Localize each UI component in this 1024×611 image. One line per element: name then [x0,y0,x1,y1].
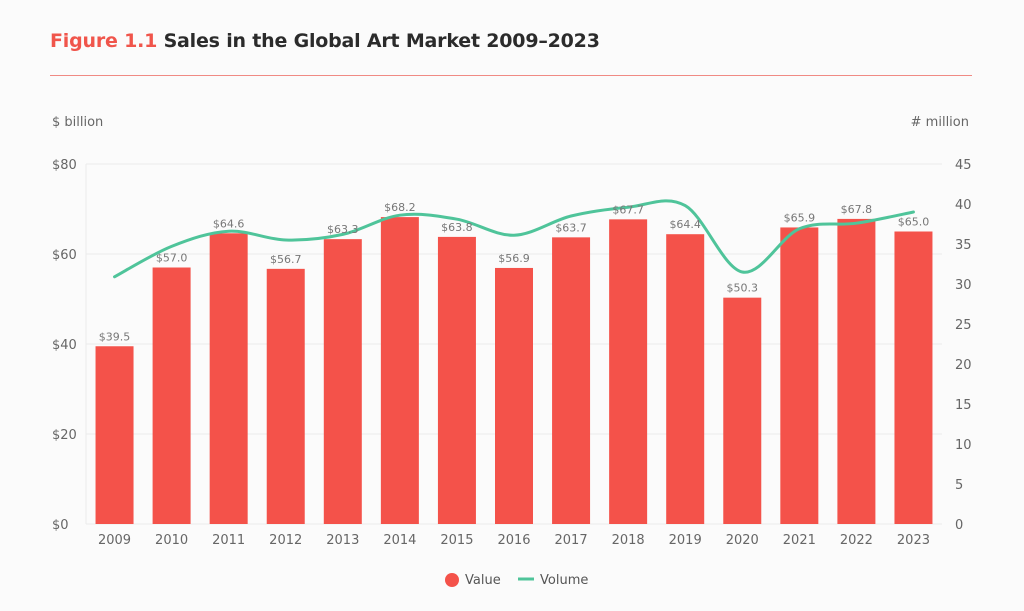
value-data-label: $67.8 [841,203,873,216]
value-data-label: $39.5 [99,330,131,343]
volume-line [113,199,915,279]
y-right-tick-label: 40 [955,198,972,213]
x-tick-label: 2017 [555,533,588,548]
y-right-tick-label: 10 [955,438,972,453]
value-bar [837,218,876,524]
value-data-label: $63.8 [441,221,473,234]
value-bar [894,231,933,524]
value-data-label: $63.7 [555,221,587,234]
value-bar [437,236,476,524]
y-right-tick-label: 45 [955,158,972,173]
value-bar [609,219,648,524]
legend-value-label: Value [465,573,501,588]
x-tick-label: 2019 [669,533,702,548]
x-tick-label: 2016 [497,533,530,548]
legend: Value Volume [445,573,588,588]
value-bar [380,217,419,524]
value-data-label: $63.3 [327,223,359,236]
value-bar [95,346,134,524]
y-right-tick-label: 15 [955,398,972,413]
value-data-label: $65.0 [898,216,930,229]
value-data-label: $64.6 [213,217,245,230]
x-tick-label: 2012 [269,533,302,548]
y-right-tick-label: 0 [955,518,963,533]
volume-line-layer [113,199,915,279]
value-bar [666,234,705,524]
value-data-labels: $39.5 $57.0 $64.6 $56.7 $63.3 $68.2 $63.8 $56.9… [99,201,929,343]
y-left-axis-ticks: $0 $20 $40 $60 $80 [52,158,77,533]
value-bars [95,217,933,525]
value-bar [266,268,305,524]
figure-header: Figure 1.1 Sales in the Global Art Marke… [50,30,600,52]
value-data-label: $65.9 [784,211,816,224]
x-tick-label: 2011 [212,533,245,548]
value-bar [723,297,762,524]
x-tick-label: 2018 [612,533,645,548]
value-bar [552,237,591,524]
value-data-label: $56.7 [270,253,302,266]
value-data-label: $50.3 [727,282,759,295]
y-left-tick-label: $0 [52,518,69,533]
value-bar [780,227,819,524]
value-data-label: $67.7 [612,203,644,216]
value-data-label: $68.2 [384,201,416,214]
figure-title: Sales in the Global Art Market 2009–2023 [163,30,600,52]
y-left-tick-label: $80 [52,158,77,173]
x-tick-label: 2020 [726,533,759,548]
x-tick-label: 2023 [897,533,930,548]
y-right-tick-label: 5 [955,478,963,493]
x-tick-label: 2021 [783,533,816,548]
x-tick-label: 2010 [155,533,188,548]
x-tick-label: 2014 [383,533,416,548]
figure-label: Figure 1.1 [50,30,158,52]
y-right-tick-label: 20 [955,358,972,373]
legend-value-marker [445,573,459,587]
y-left-axis-label: $ billion [52,115,103,130]
value-bar [209,233,248,525]
y-left-tick-label: $60 [52,248,77,263]
value-data-label: $56.9 [498,252,530,265]
x-tick-label: 2013 [326,533,359,548]
y-left-tick-label: $20 [52,428,77,443]
y-right-axis-label: # million [911,115,969,130]
y-right-tick-label: 35 [955,238,972,253]
legend-volume-label: Volume [540,573,588,588]
x-tick-label: 2009 [98,533,131,548]
y-right-tick-label: 30 [955,278,972,293]
x-axis-ticks: 2009 2010 2011 2012 2013 2014 2015 2016 2017 2018… [98,533,930,548]
x-tick-label: 2015 [440,533,473,548]
x-tick-label: 2022 [840,533,873,548]
value-data-label: $64.4 [669,218,701,231]
value-data-label: $57.0 [156,252,188,265]
y-right-axis-ticks: 0 5 10 15 20 25 30 35 40 45 [955,158,972,533]
header-divider [50,75,972,76]
value-bar [323,239,362,524]
y-left-tick-label: $40 [52,338,77,353]
value-bar [495,267,533,524]
value-bar [152,267,191,524]
y-right-tick-label: 25 [955,318,972,333]
